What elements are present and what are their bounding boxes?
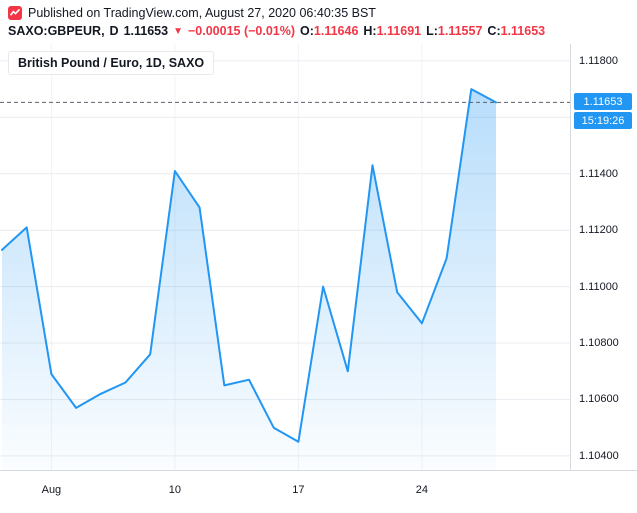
y-axis-label: 1.11800: [579, 54, 618, 67]
y-axis-label: 1.11000: [579, 280, 618, 293]
price-chart-canvas[interactable]: [0, 44, 570, 470]
last-price-text: 1.11653: [123, 24, 169, 38]
down-arrow-icon: ▼: [173, 26, 183, 37]
y-axis-label: 1.10800: [579, 337, 619, 350]
price-scale[interactable]: 1.11653 15:19:26 1.118001.116001.114001.…: [570, 44, 637, 470]
symbol-line: SAXO:GBPEUR, D 1.11653 ▼ −0.00015 (−0.01…: [8, 24, 545, 38]
open-value: O: 1.11646: [300, 24, 359, 38]
x-axis-label: 10: [168, 484, 182, 496]
symbol-name[interactable]: SAXO:GBPEUR,: [8, 24, 105, 38]
published-line: Published on TradingView.com, August 27,…: [8, 6, 376, 20]
last-price-badge: 1.11653: [574, 93, 632, 111]
low-value: L: 1.11557: [426, 24, 483, 38]
y-axis-label: 1.10400: [579, 449, 619, 462]
countdown-badge: 15:19:26: [574, 112, 632, 130]
area-fill: [2, 89, 496, 470]
published-text: Published on TradingView.com, August 27,…: [28, 6, 376, 20]
x-axis-label: 24: [415, 484, 429, 496]
close-value: C: 1.11653: [487, 24, 546, 38]
price-series-line: [1, 88, 497, 443]
y-axis-label: 1.10600: [579, 393, 619, 406]
chart-plot-area[interactable]: British Pound / Euro, 1D, SAXO: [0, 44, 570, 470]
y-axis-label: 1.11400: [579, 167, 618, 180]
y-axis-label: 1.11200: [579, 224, 618, 237]
high-value: H: 1.11691: [363, 24, 422, 38]
chart-legend: British Pound / Euro, 1D, SAXO: [8, 51, 215, 75]
change-text: −0.00015 (−0.01%): [187, 24, 296, 38]
tradingview-logo-icon: [8, 6, 22, 20]
time-scale[interactable]: Aug 10 17 24: [0, 470, 637, 513]
interval-label[interactable]: D: [109, 24, 119, 38]
x-axis-label: Aug: [41, 484, 62, 496]
x-axis-label: 17: [292, 484, 305, 496]
